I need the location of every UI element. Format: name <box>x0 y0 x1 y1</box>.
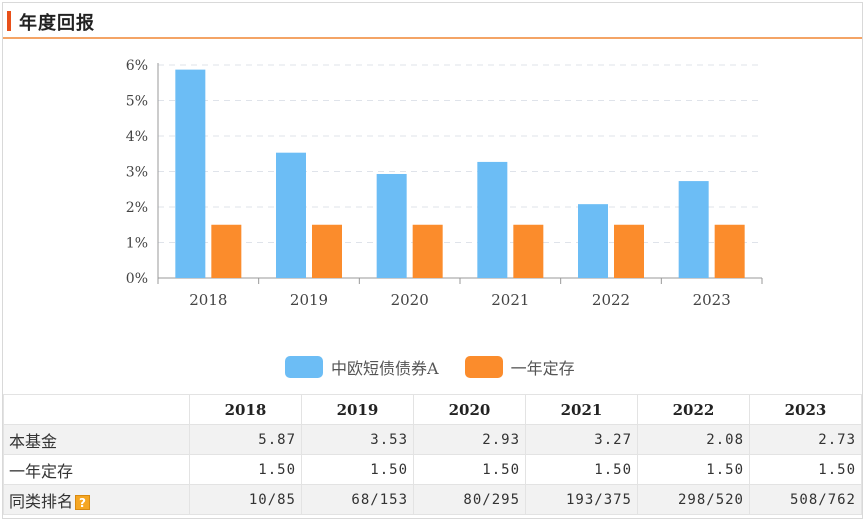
header-accent-bar <box>7 11 11 31</box>
y-tick-label: 2% <box>126 200 148 216</box>
bar-fund <box>175 69 206 279</box>
table-cell: 298/520 <box>637 484 750 515</box>
table-header-year: 2020 <box>413 394 526 425</box>
table-cell: 1.50 <box>189 454 302 485</box>
returns-table: 2018 2019 2020 2021 2022 2023 本基金 5.87 3… <box>3 394 862 515</box>
table-row-rank: 同类排名? 10/85 68/153 80/295 193/375 298/52… <box>3 484 862 515</box>
bar-deposit <box>412 224 443 278</box>
table-cell: 508/762 <box>749 484 862 515</box>
annual-return-chart: 0% 1% 2% 3% 4% 5% 6% 2018 2019 2020 2021 2022 2023 <box>126 58 763 309</box>
table-cell: 5.87 <box>189 424 302 455</box>
x-tick-label: 2021 <box>491 291 529 309</box>
table-cell: 3.53 <box>301 424 414 455</box>
bar-fund <box>276 152 306 278</box>
legend-swatch-deposit <box>464 356 503 378</box>
table-corner <box>3 394 190 425</box>
bar-fund <box>376 173 407 278</box>
y-tick-label: 4% <box>126 129 148 145</box>
table-cell: 1.50 <box>525 454 638 485</box>
table-header-year: 2019 <box>301 394 414 425</box>
bar-deposit <box>714 224 745 278</box>
bar-deposit <box>211 224 242 278</box>
table-cell: 2.93 <box>413 424 526 455</box>
y-tick-label: 3% <box>126 165 148 181</box>
table-cell: 10/85 <box>189 484 302 515</box>
y-tick-label: 6% <box>126 58 148 74</box>
table-cell: 1.50 <box>413 454 526 485</box>
table-cell: 1.50 <box>301 454 414 485</box>
y-tick-label: 0% <box>126 271 148 287</box>
table-cell: 1.50 <box>637 454 750 485</box>
table-cell: 68/153 <box>301 484 414 515</box>
y-tick-label: 1% <box>126 236 148 252</box>
table-cell: 2.73 <box>749 424 862 455</box>
bar-deposit <box>513 224 544 278</box>
row-label: 本基金 <box>3 424 190 455</box>
table-cell: 2.08 <box>637 424 750 455</box>
help-icon[interactable]: ? <box>75 494 91 510</box>
table-cell: 80/295 <box>413 484 526 515</box>
table-row-fund: 本基金 5.87 3.53 2.93 3.27 2.08 2.73 <box>3 424 862 455</box>
page-title: 年度回报 <box>19 13 95 34</box>
bar-fund <box>678 181 709 278</box>
table-row-deposit: 一年定存 1.50 1.50 1.50 1.50 1.50 1.50 <box>3 454 862 485</box>
legend-label-deposit: 一年定存 <box>510 359 575 378</box>
bar-fund <box>477 161 508 278</box>
x-tick-label: 2019 <box>290 291 328 309</box>
chart-legend: 中欧短债债券A 一年定存 <box>285 355 601 379</box>
legend-item-fund[interactable]: 中欧短债债券A <box>285 355 439 379</box>
legend-item-deposit[interactable]: 一年定存 <box>464 355 575 379</box>
table-header-year: 2018 <box>189 394 302 425</box>
table-cell: 3.27 <box>525 424 638 455</box>
x-tick-label: 2023 <box>693 291 731 309</box>
table-header-year: 2023 <box>749 394 862 425</box>
legend-swatch-fund <box>285 356 323 378</box>
bar-deposit <box>312 224 342 278</box>
row-label: 同类排名 <box>9 491 74 511</box>
table-header-year: 2022 <box>637 394 750 425</box>
x-tick-label: 2022 <box>592 291 630 309</box>
x-tick-label: 2020 <box>391 291 429 309</box>
bar-deposit <box>614 224 644 278</box>
row-label-rank: 同类排名? <box>3 484 190 515</box>
table-cell: 193/375 <box>525 484 638 515</box>
x-tick-label: 2018 <box>189 291 227 309</box>
table-header-row: 2018 2019 2020 2021 2022 2023 <box>3 394 862 425</box>
y-tick-label: 5% <box>126 94 148 110</box>
panel-header: 年度回报 <box>3 3 862 39</box>
bar-fund <box>578 204 608 278</box>
table-header-year: 2021 <box>525 394 638 425</box>
table-cell: 1.50 <box>749 454 862 485</box>
row-label: 一年定存 <box>3 454 190 485</box>
legend-label-fund: 中欧短债债券A <box>331 359 439 378</box>
